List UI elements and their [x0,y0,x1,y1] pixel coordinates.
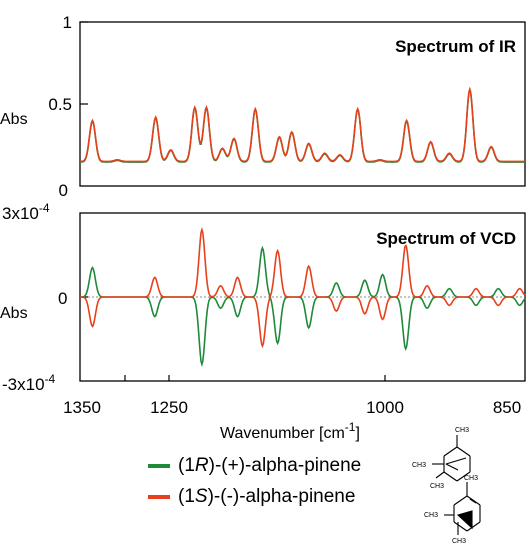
vcd-ytick-bottom-exp: -4 [45,372,56,386]
x-axis-label-close: ] [355,425,359,442]
x-axis-label: Wavenumber [cm-1] [220,420,360,442]
xtick-label-1350: 1350 [63,398,101,417]
molecule-1r-structure: CH3 CH3 CH3 [412,427,471,490]
legend-label-1s: (1S)-(-)-alpha-pinene [178,485,356,507]
ir-panel: 1 0.5 0 Abs Spectrum of IR [0,13,526,200]
vcd-ytick-label-zero: 0 [58,289,67,308]
molecule-1s-label-left: CH3 [424,512,438,519]
ir-ytick-label-0-5: 0.5 [48,95,72,114]
x-axis-label-exp: -1 [345,420,356,434]
ir-ytick-label-1: 1 [63,13,72,32]
ir-title: Spectrum of IR [395,37,516,56]
vcd-panel: 3x10-4 0 -3x10-4 Abs Spectrum of VCD 135… [0,201,526,442]
vcd-title: Spectrum of VCD [376,229,516,248]
vcd-line-1r [80,245,526,367]
x-axis-label-main: Wavenumber [cm [220,425,345,442]
vcd-ytick-label-top: 3x10-4 [2,201,50,223]
molecule-1s-structure: CH3 CH3 CH3 [424,475,481,545]
molecule-1r-label-bottom: CH3 [430,483,444,490]
legend-swatch-1r [148,463,170,468]
vcd-ytick-top-exp: -4 [39,201,50,215]
vcd-ylabel: Abs [0,305,28,322]
ir-ytick-label-0: 0 [59,181,68,200]
legend-item-1r: (1R)-(+)-alpha-pinene [148,450,361,481]
vcd-line-1s [80,227,526,349]
legend-label-1r: (1R)-(+)-alpha-pinene [178,454,362,476]
legend: (1R)-(+)-alpha-pinene (1S)-(-)-alpha-pin… [148,450,361,512]
vcd-ytick-bottom-text: -3x10 [2,375,45,394]
molecule-1r-label-top: CH3 [455,427,469,434]
ir-line-1s [80,86,525,163]
molecule-1s-label-top: CH3 [464,475,478,482]
ir-ylabel: Abs [0,111,28,128]
vcd-ytick-label-bottom: -3x10-4 [2,372,56,394]
vcd-ytick-top-text: 3x10 [2,204,39,223]
molecule-1s-label-bottom: CH3 [452,538,466,545]
legend-swatch-1s [148,494,170,499]
xtick-label-1250: 1250 [150,398,188,417]
xtick-label-850: 850 [493,398,521,417]
legend-item-1s: (1S)-(-)-alpha-pinene [148,481,361,512]
molecule-1r-label-left: CH3 [412,462,426,469]
ir-line-1r [80,87,525,163]
xtick-label-1000: 1000 [366,398,404,417]
